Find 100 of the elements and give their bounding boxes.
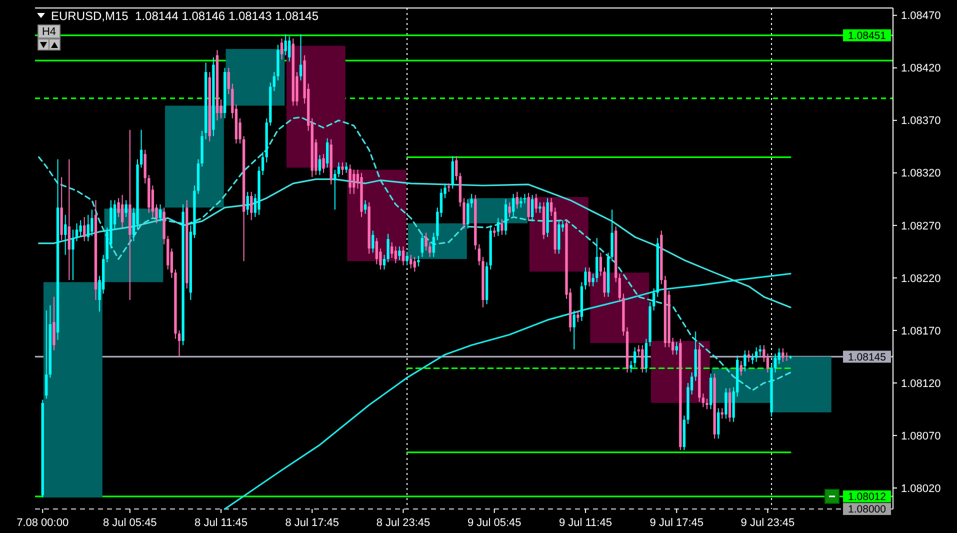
- y-tick-label: 1.08070: [901, 430, 941, 442]
- candlestick: [534, 193, 538, 214]
- candlestick: [599, 252, 602, 276]
- y-tick-label: 1.08170: [901, 325, 941, 338]
- candlestick: [493, 227, 496, 238]
- x-tick-label: 9 Jul 23:45: [740, 517, 795, 529]
- candlestick: [348, 164, 352, 194]
- candlestick: [702, 392, 705, 408]
- candlestick: [774, 353, 777, 373]
- candlestick: [90, 209, 94, 236]
- candlestick: [227, 67, 230, 95]
- candlestick: [140, 129, 143, 168]
- candlestick: [496, 218, 500, 236]
- candlestick: [520, 196, 522, 208]
- candlestick: [72, 229, 74, 281]
- ref-line-label: 1.08012: [848, 491, 886, 504]
- candlestick: [417, 255, 420, 267]
- candlestick: [284, 34, 287, 56]
- candlestick: [538, 202, 542, 214]
- candlestick: [584, 266, 587, 290]
- y-tick-label: 1.08420: [901, 62, 941, 75]
- candlestick: [86, 214, 90, 242]
- candlestick: [755, 346, 758, 362]
- candlestick: [250, 191, 253, 221]
- candlestick: [641, 344, 644, 373]
- candlestick: [724, 388, 728, 420]
- candlestick: [406, 251, 408, 266]
- candlestick: [516, 191, 518, 210]
- candlestick: [344, 162, 348, 174]
- candlestick: [588, 266, 591, 287]
- candlestick: [318, 154, 322, 176]
- candlestick: [751, 353, 754, 365]
- candlestick: [83, 216, 86, 242]
- candlestick: [124, 200, 128, 218]
- y-tick-label: 1.08320: [901, 168, 941, 180]
- candlestick: [500, 218, 504, 236]
- candlestick: [782, 348, 784, 362]
- candlestick: [531, 194, 534, 222]
- candlestick: [288, 36, 291, 62]
- y-tick-label: 1.08220: [901, 272, 941, 285]
- candlestick: [618, 273, 621, 303]
- candlestick: [717, 408, 720, 440]
- candlestick: [394, 246, 397, 264]
- candlestick: [64, 214, 67, 256]
- candlestick: [334, 169, 336, 210]
- y-tick-label: 1.08370: [901, 115, 941, 128]
- candlestick: [508, 202, 511, 218]
- candlestick: [280, 38, 284, 60]
- candlestick: [596, 238, 598, 283]
- candlestick: [572, 310, 576, 350]
- candlestick: [523, 193, 526, 204]
- candlestick: [424, 232, 428, 252]
- candlestick: [402, 246, 405, 266]
- bar: [44, 282, 102, 498]
- candlestick: [466, 198, 470, 230]
- candlestick: [272, 72, 276, 92]
- candlestick: [75, 222, 78, 242]
- x-tick-label: 9 Jul 05:45: [467, 517, 522, 529]
- candlestick: [758, 344, 762, 356]
- candlestick: [462, 198, 466, 230]
- candlestick: [45, 310, 48, 400]
- candlestick: [675, 342, 678, 356]
- x-tick-label: 8 Jul 23:45: [376, 517, 430, 529]
- candlestick: [455, 156, 458, 181]
- candlestick: [178, 330, 181, 358]
- x-tick-label: 9 Jul 17:45: [650, 517, 704, 529]
- candlestick: [158, 204, 162, 222]
- candlestick: [451, 156, 454, 190]
- chart-title: EURUSD,M15 1.08144 1.08146 1.08143 1.08145: [51, 9, 319, 23]
- candlestick: [428, 242, 432, 258]
- candlestick: [420, 233, 424, 258]
- bar: [164, 106, 224, 208]
- candlestick: [740, 360, 742, 376]
- candlestick: [120, 194, 124, 228]
- candlestick: [352, 169, 356, 194]
- x-tick-label: 8 Jul 11:45: [194, 517, 248, 529]
- candlestick: [747, 350, 750, 362]
- candlestick: [470, 193, 473, 208]
- candlestick: [432, 232, 435, 258]
- candlestick: [68, 158, 70, 281]
- candlestick: [390, 242, 394, 258]
- ref-line-label: 1.08451: [848, 30, 886, 42]
- candlestick: [478, 244, 481, 266]
- x-tick-label: 9 Jul 11:45: [558, 517, 612, 529]
- candlestick: [246, 191, 249, 216]
- ref-line-label: 1.08145: [848, 351, 886, 364]
- candlestick: [261, 151, 264, 176]
- candlestick: [720, 408, 724, 420]
- candlestick: [52, 296, 56, 351]
- y-tick-label: 1.08270: [901, 220, 941, 232]
- candlestick: [299, 34, 302, 81]
- candlestick: [550, 198, 553, 216]
- ref-line-label: 1.08000: [848, 504, 886, 516]
- y-tick-label: 1.08020: [901, 482, 941, 495]
- candlestick: [527, 192, 530, 222]
- candlestick: [512, 193, 515, 216]
- candlestick: [576, 310, 580, 323]
- x-tick-label: 7.08 00:00: [16, 517, 69, 529]
- candlestick: [652, 288, 656, 311]
- candlestick: [603, 266, 606, 298]
